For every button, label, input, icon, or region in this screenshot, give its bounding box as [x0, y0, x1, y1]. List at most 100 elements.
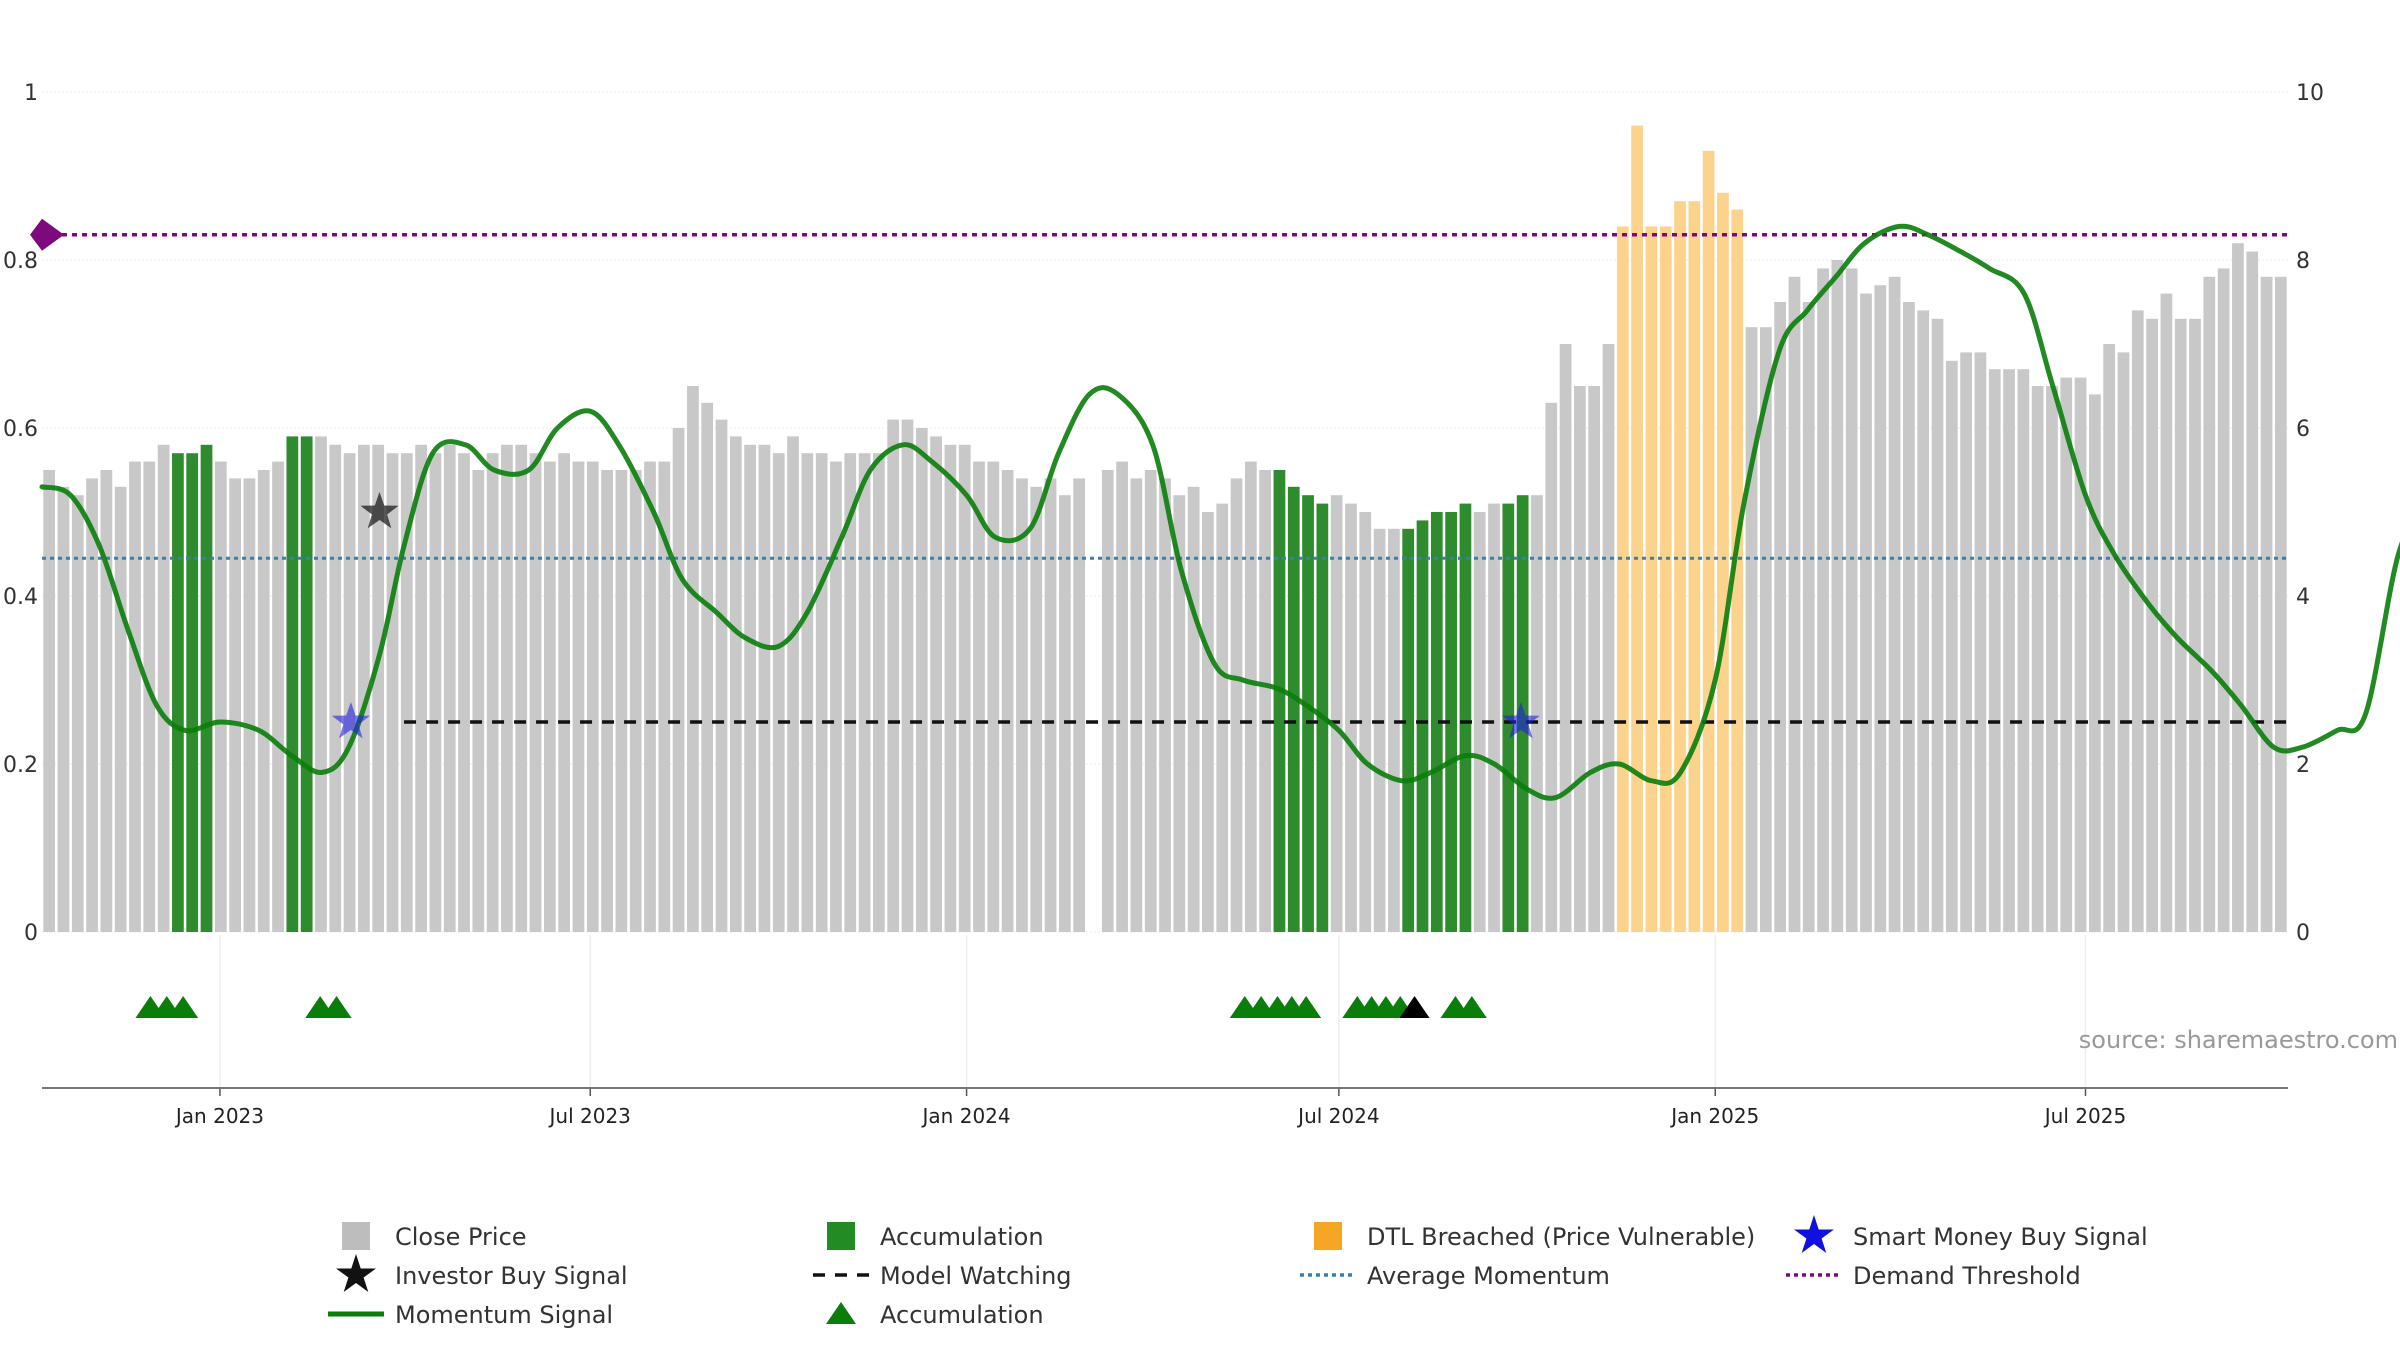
left-tick-label: 0.4: [3, 585, 38, 610]
right-tick-label: 8: [2296, 249, 2310, 274]
close-price-bar: [744, 444, 756, 932]
close-price-bar: [601, 470, 613, 932]
legend-label: Average Momentum: [1367, 1262, 1610, 1290]
close-price-bar: [1030, 486, 1043, 932]
date-tick-label: Jul 2023: [548, 1104, 631, 1128]
close-price-bar: [1845, 268, 1858, 932]
close-price-bar: [1044, 478, 1057, 932]
close-price-bar: [272, 461, 284, 932]
demand-threshold-marker: [30, 218, 64, 251]
accumulation-bar: [1302, 495, 1314, 932]
close-price-bar: [2174, 318, 2187, 932]
close-price-bar: [1016, 478, 1028, 932]
close-price-bar: [2146, 318, 2158, 932]
close-price-bar: [1931, 318, 1944, 932]
close-price-bar: [2203, 276, 2216, 932]
close-price-bar: [257, 470, 270, 932]
accumulation-bar: [1430, 512, 1443, 932]
close-price-bar: [1259, 470, 1271, 932]
legend-label: Smart Money Buy Signal: [1853, 1223, 2148, 1251]
accumulation-triangle: [1456, 996, 1487, 1018]
close-price-bar: [1330, 495, 1343, 932]
close-price-bar: [458, 453, 470, 932]
close-price-bar: [1159, 478, 1171, 932]
close-price-bar: [515, 444, 528, 932]
accumulation-bar: [1273, 470, 1286, 932]
legend-square-icon: [342, 1222, 370, 1250]
accumulation-bar: [1445, 512, 1457, 932]
legend-layer: Close Price Accumulation DTL Breached (Pri…: [328, 1215, 2148, 1329]
close-price-bar: [1388, 528, 1400, 932]
close-price-bar: [2260, 276, 2273, 932]
legend-label: Accumulation: [880, 1223, 1044, 1251]
right-tick-label: 4: [2296, 585, 2310, 610]
close-price-bar: [415, 444, 427, 932]
close-price-bar: [2189, 318, 2201, 932]
close-price-bar: [1058, 495, 1071, 932]
close-price-bar: [2246, 251, 2259, 933]
close-price-bar: [214, 461, 227, 932]
close-price-bar: [1817, 268, 1829, 932]
close-price-bar: [429, 453, 442, 932]
close-price-bar: [43, 470, 56, 932]
close-price-bar: [701, 402, 714, 932]
close-price-bar: [758, 444, 771, 932]
close-price-bar: [1230, 478, 1243, 932]
close-price-bar: [1116, 461, 1128, 932]
close-price-bar: [1745, 327, 1758, 932]
close-price-bar: [2060, 377, 2073, 933]
close-price-bar: [1988, 369, 2001, 932]
grid-layer: [42, 91, 2288, 1088]
close-price-bar: [729, 436, 742, 932]
legend-square-icon: [827, 1222, 855, 1250]
close-price-bar: [57, 486, 70, 932]
accumulation-bar: [1459, 503, 1472, 932]
smart-money-buy-star: [1501, 702, 1540, 739]
close-price-bar: [672, 428, 685, 932]
legend-label: Momentum Signal: [395, 1301, 613, 1329]
close-price-bar: [815, 453, 828, 932]
close-price-bar: [830, 461, 842, 932]
close-price-bar: [1960, 352, 1972, 932]
close-price-bar: [873, 453, 885, 932]
smart-money-buy-star: [331, 702, 370, 739]
right-tick-label: 10: [2296, 81, 2324, 106]
close-price-bar: [1359, 512, 1372, 932]
close-price-bar: [915, 428, 928, 932]
close-price-bar: [2003, 369, 2015, 932]
close-price-bar: [343, 453, 356, 932]
dtl-breached-bar: [1631, 125, 1643, 933]
dtl-breached-bar: [1702, 150, 1715, 933]
close-price-bar: [901, 419, 914, 933]
dtl-breached-bar: [1717, 192, 1729, 933]
close-price-bar: [229, 478, 241, 932]
momentum-signal-line: [39, 223, 2400, 801]
close-price-bar: [1187, 486, 1200, 932]
right-tick-label: 6: [2296, 417, 2310, 442]
right-tick-label: 2: [2296, 753, 2310, 778]
close-price-bar: [400, 453, 413, 932]
close-price-bar: [687, 386, 699, 932]
close-price-bar: [1903, 302, 1915, 932]
close-price-bar: [1874, 285, 1887, 932]
close-price-bar: [1144, 470, 1157, 932]
close-price-bar: [2160, 293, 2173, 933]
close-price-bar: [315, 436, 327, 932]
date-tick-label: Jul 2024: [1296, 1104, 1379, 1128]
accumulation-triangle: [1291, 996, 1322, 1018]
close-price-bar: [2074, 377, 2087, 933]
close-price-bar: [1574, 386, 1586, 932]
close-price-bar: [987, 461, 1000, 932]
close-price-bar: [930, 436, 942, 932]
close-price-bar: [1602, 344, 1615, 932]
close-price-bar: [2117, 352, 2130, 932]
close-price-bar: [1788, 276, 1801, 932]
dtl-breached-bar: [1659, 226, 1672, 932]
left-tick-label: 0.6: [3, 417, 38, 442]
close-price-bar: [2031, 386, 2044, 932]
investor-buy-star: [360, 492, 399, 529]
close-price-bar: [2017, 369, 2030, 932]
close-price-bar: [858, 453, 871, 932]
close-price-bar: [372, 444, 385, 932]
